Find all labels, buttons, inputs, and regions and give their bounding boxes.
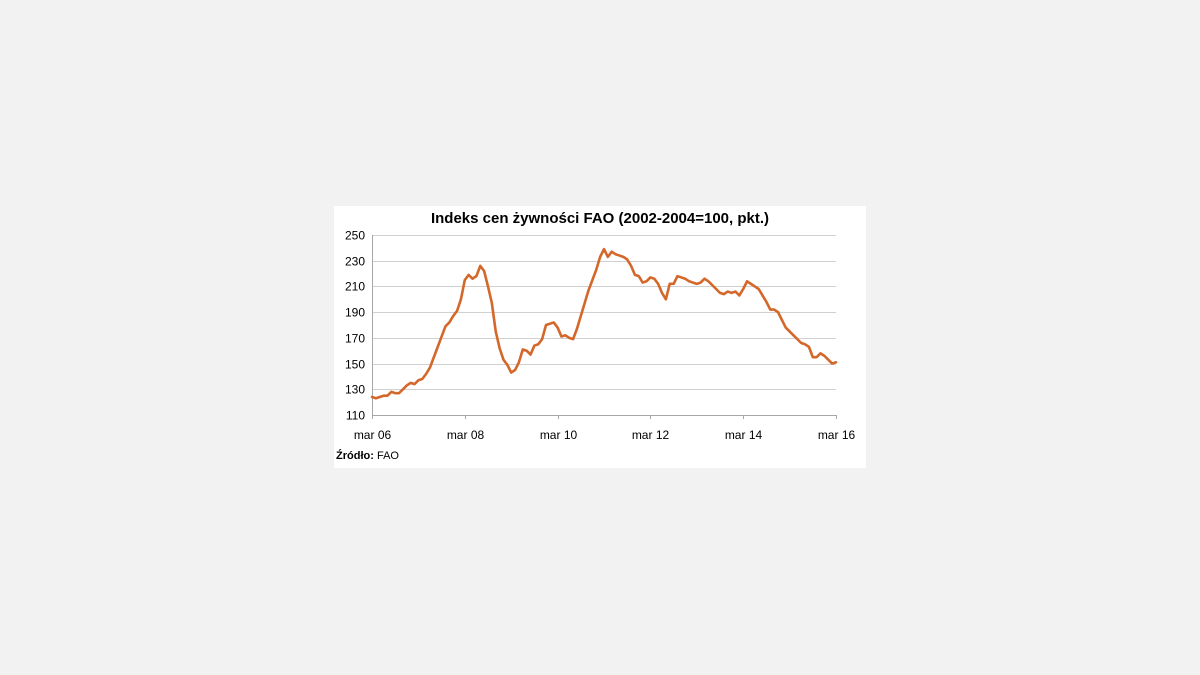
y-tick-label-250: 250 — [345, 229, 365, 243]
x-tick-label-24: mar 08 — [447, 428, 485, 442]
source-value: FAO — [376, 450, 399, 462]
chart-card: Indeks cen żywności FAO (2002-2004=100, … — [334, 206, 866, 468]
source-label: Źródło: — [336, 450, 374, 462]
y-tick-label-130: 130 — [345, 383, 365, 397]
y-tick-label-190: 190 — [345, 306, 365, 320]
x-tick-label-72: mar 12 — [632, 428, 670, 442]
source-note: Źródło: FAO — [336, 450, 399, 462]
y-tick-label-230: 230 — [345, 255, 365, 269]
chart-title: Indeks cen żywności FAO (2002-2004=100, … — [430, 210, 770, 227]
x-tick-label-48: mar 10 — [540, 428, 578, 442]
y-tick-label-150: 150 — [345, 358, 365, 372]
x-tick-label-96: mar 14 — [725, 428, 763, 442]
chart-plot: 110 130 150 170 190 210 230 250 mar 06 mar 08 mar … — [345, 229, 856, 443]
series-line-0 — [370, 247, 838, 400]
y-tick-label-170: 170 — [345, 332, 365, 346]
x-tick-label-0: mar 06 — [354, 428, 392, 442]
y-tick-label-210: 210 — [345, 280, 365, 294]
x-tick-label-120: mar 16 — [818, 428, 856, 442]
y-tick-label-110: 110 — [346, 409, 365, 423]
